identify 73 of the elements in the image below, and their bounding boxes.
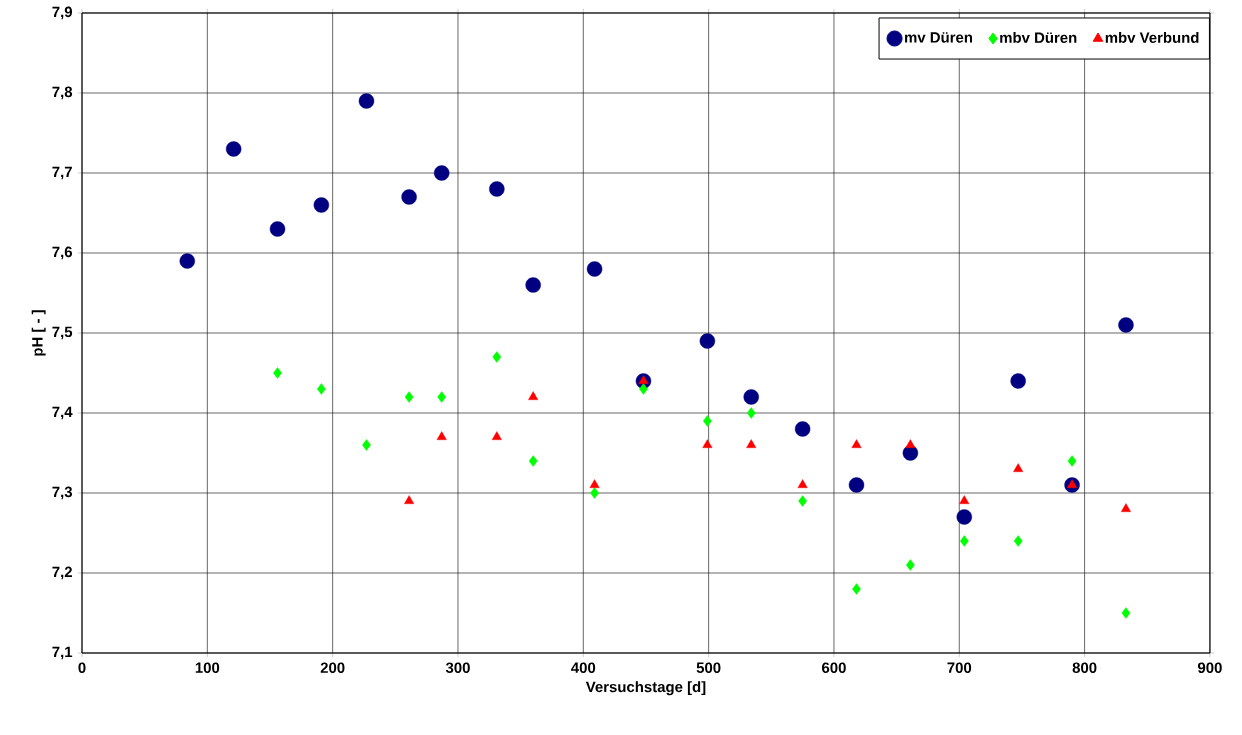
point (528, 455, 538, 467)
point (798, 495, 807, 507)
point (699, 333, 716, 349)
y-tick-label: 7,1 (52, 646, 73, 660)
point (317, 383, 326, 395)
point (1121, 503, 1131, 512)
point (746, 407, 756, 419)
x-tick-label: 900 (1197, 662, 1222, 674)
x-tick-label: 700 (947, 662, 972, 674)
point (491, 431, 502, 440)
point (179, 253, 195, 269)
x-tick-label: 200 (320, 662, 345, 674)
point (358, 93, 375, 109)
y-tick-label: 7,7 (52, 166, 72, 180)
point (433, 165, 450, 181)
x-tick-label: 0 (78, 662, 86, 674)
y-axis-title: pH [ - ] (31, 310, 46, 356)
legend-label: mbv Düren (1000, 31, 1077, 43)
x-tick-label: 100 (195, 662, 220, 674)
y-tick-label: 7,4 (52, 406, 73, 420)
point (902, 445, 919, 461)
point (437, 391, 447, 403)
point (404, 391, 414, 403)
legend-label: mbv Verbund (1105, 31, 1199, 43)
x-tick-label: 600 (822, 662, 846, 674)
point (851, 439, 862, 448)
point (1013, 463, 1024, 472)
x-tick-label: 400 (571, 662, 596, 674)
point (797, 479, 808, 488)
point (959, 495, 970, 504)
point (743, 389, 759, 405)
x-tick-label: 500 (696, 662, 721, 674)
point (225, 141, 242, 157)
point (589, 479, 600, 488)
x-tick-label: 300 (445, 662, 470, 674)
point (489, 181, 505, 197)
y-tick-label: 7,3 (52, 486, 73, 500)
point (1118, 317, 1134, 333)
point (1067, 455, 1077, 467)
y-tick-label: 7,6 (52, 246, 73, 260)
point (746, 439, 757, 448)
y-tick-label: 7,8 (52, 86, 73, 100)
x-tick-label: 800 (1072, 662, 1097, 674)
x-axis-title: Versuchstage [d] (585, 681, 706, 696)
y-tick-label: 7,5 (52, 326, 73, 340)
point (436, 431, 447, 440)
y-tick-label: 7,2 (52, 566, 72, 580)
point (794, 421, 811, 437)
point (590, 487, 599, 499)
point (528, 391, 539, 400)
point (273, 367, 282, 379)
point (362, 439, 371, 451)
point (401, 189, 417, 205)
point (269, 221, 286, 237)
point (404, 495, 415, 504)
point (1121, 607, 1131, 619)
point (848, 477, 865, 493)
point (639, 383, 648, 395)
point (492, 351, 502, 363)
point (586, 261, 603, 277)
point (959, 535, 969, 547)
point (313, 197, 330, 213)
point (906, 559, 915, 571)
point (525, 277, 541, 293)
y-tick-label: 7,9 (52, 6, 73, 20)
point (1010, 373, 1026, 389)
point (852, 583, 861, 595)
point (956, 509, 972, 525)
point (702, 439, 713, 448)
legend-label: mv Düren (905, 32, 973, 43)
point (905, 439, 916, 448)
point (703, 415, 712, 427)
point (1013, 535, 1023, 547)
